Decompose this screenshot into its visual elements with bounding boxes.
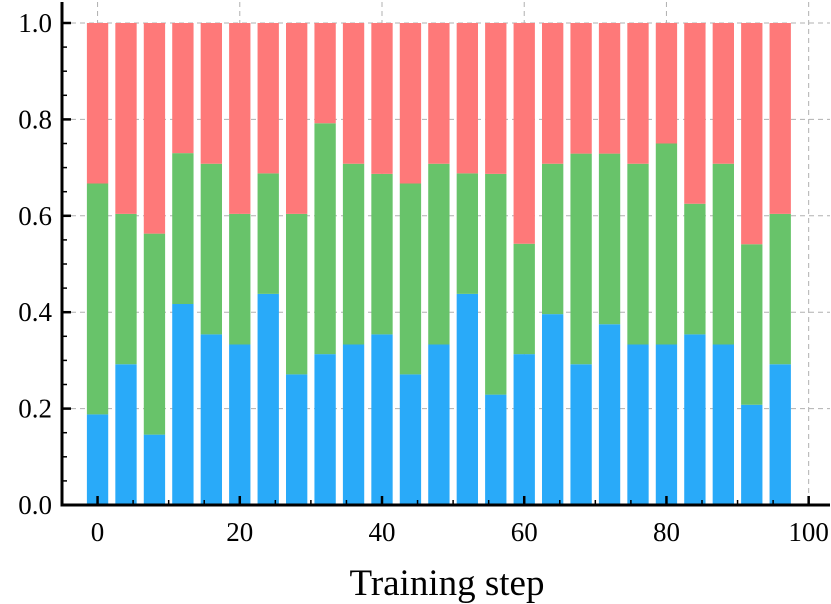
bar-segment-2 [257, 173, 279, 294]
bar-segment-1 [598, 324, 621, 505]
y-tick-label: 0.6 [18, 201, 52, 231]
bar-segment-1 [314, 354, 336, 505]
x-tick-label: 100 [788, 517, 829, 547]
bar-segment-3 [286, 23, 308, 214]
bar-segment-1 [115, 364, 137, 505]
bar-segment-1 [513, 354, 535, 505]
bar-segment-2 [684, 203, 706, 335]
y-tick-label: 0.8 [18, 104, 52, 134]
bar-segment-2 [741, 244, 763, 405]
bar-segment-2 [627, 163, 649, 345]
bar-segment-3 [485, 23, 507, 174]
y-tick-label: 0.0 [18, 490, 52, 520]
bar-segment-3 [342, 23, 365, 164]
bar-segment-2 [570, 153, 592, 365]
bar-segment-3 [229, 23, 251, 214]
y-tick-label: 1.0 [18, 8, 52, 38]
bar-segment-1 [200, 334, 222, 505]
bar-segment-2 [286, 213, 308, 375]
bars [86, 23, 791, 505]
bar-segment-2 [229, 213, 251, 345]
bar-segment-1 [627, 344, 649, 505]
bar-segment-2 [143, 233, 166, 435]
tick-labels: 0.0 0.2 0.4 0.6 0.8 1.0 0 20 40 60 80 100 [18, 8, 829, 547]
bar-segment-1 [712, 344, 734, 505]
bar-segment-3 [456, 23, 478, 174]
bar-segment-1 [286, 374, 308, 505]
bar-segment-1 [428, 344, 450, 505]
bar-segment-2 [399, 183, 422, 375]
bar-segment-1 [229, 344, 251, 505]
bar-segment-3 [172, 23, 194, 154]
bar-segment-1 [485, 394, 507, 505]
bar-segment-2 [342, 163, 365, 345]
bar-segment-3 [570, 23, 592, 154]
bar-segment-2 [86, 183, 109, 415]
bar-segment-2 [542, 163, 564, 315]
bar-segment-1 [655, 344, 678, 505]
bar-segment-3 [741, 23, 763, 245]
bar-segment-2 [769, 213, 791, 365]
x-tick-label: 0 [91, 517, 105, 547]
bar-segment-1 [741, 404, 763, 505]
bar-segment-2 [485, 173, 507, 395]
bar-segment-2 [115, 213, 137, 365]
bar-segment-1 [371, 334, 393, 505]
bar-segment-3 [86, 23, 109, 184]
bar-segment-1 [684, 334, 706, 505]
bar-segment-1 [86, 414, 109, 505]
bar-segment-3 [314, 23, 336, 124]
bar-segment-1 [570, 364, 592, 505]
bar-segment-3 [115, 23, 137, 214]
x-tick-label: 60 [511, 517, 538, 547]
bar-segment-2 [456, 173, 478, 294]
bar-segment-2 [314, 123, 336, 355]
bar-segment-3 [627, 23, 649, 164]
bar-segment-3 [257, 23, 279, 174]
bar-segment-2 [200, 163, 222, 335]
x-tick-label: 40 [369, 517, 396, 547]
bar-segment-1 [143, 434, 166, 505]
bar-segment-3 [143, 23, 166, 234]
bar-segment-1 [342, 344, 365, 505]
axes [60, 2, 830, 507]
bar-segment-3 [428, 23, 450, 164]
x-axis-title: Training step [350, 563, 545, 604]
bar-segment-2 [371, 173, 393, 335]
bar-segment-2 [513, 243, 535, 355]
bar-segment-3 [655, 23, 678, 144]
bar-segment-3 [712, 23, 734, 164]
bar-segment-2 [428, 163, 450, 345]
bar-segment-3 [542, 23, 564, 164]
y-tick-label: 0.2 [18, 394, 52, 424]
bar-segment-3 [769, 23, 791, 214]
bar-segment-1 [456, 293, 478, 505]
bar-segment-1 [542, 314, 564, 505]
bar-segment-3 [513, 23, 535, 244]
bar-segment-2 [655, 143, 678, 345]
bar-segment-2 [712, 163, 734, 345]
x-tick-label: 20 [226, 517, 253, 547]
bar-segment-2 [598, 153, 621, 325]
bar-segment-2 [172, 153, 194, 305]
bar-segment-3 [684, 23, 706, 204]
bar-segment-3 [399, 23, 422, 184]
bar-segment-1 [257, 293, 279, 505]
bar-segment-3 [200, 23, 222, 164]
bar-segment-3 [371, 23, 393, 174]
bar-segment-1 [172, 304, 194, 505]
bar-segment-1 [769, 364, 791, 505]
bar-segment-1 [399, 374, 422, 505]
x-tick-label: 80 [653, 517, 680, 547]
bar-segment-3 [598, 23, 621, 154]
y-tick-label: 0.4 [18, 297, 52, 327]
